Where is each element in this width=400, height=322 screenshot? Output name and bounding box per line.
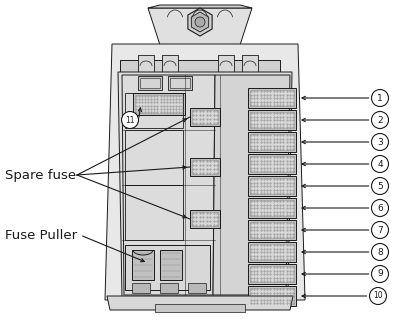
Bar (248, 264, 296, 284)
Bar (125, 185, 183, 240)
Bar (250, 222, 294, 238)
Polygon shape (148, 8, 252, 45)
Text: 1: 1 (377, 93, 383, 102)
Bar (248, 154, 296, 174)
Circle shape (372, 200, 388, 216)
Polygon shape (105, 44, 305, 300)
Circle shape (372, 222, 388, 239)
Bar (250, 266, 294, 282)
Bar (250, 134, 294, 150)
Bar (138, 55, 154, 72)
Bar (190, 108, 220, 126)
Circle shape (372, 134, 388, 150)
Bar (248, 286, 296, 306)
Circle shape (195, 17, 205, 27)
Bar (192, 212, 218, 226)
Text: 6: 6 (377, 204, 383, 213)
Text: 10: 10 (373, 291, 383, 300)
Bar (170, 78, 190, 88)
Bar (250, 90, 294, 106)
Text: 2: 2 (377, 116, 383, 125)
Bar (248, 198, 296, 218)
Bar (120, 60, 280, 72)
Bar (250, 244, 294, 260)
Polygon shape (188, 8, 212, 36)
Circle shape (122, 111, 138, 128)
Bar (162, 55, 178, 72)
Bar (132, 250, 154, 280)
Bar (160, 283, 178, 293)
Bar (155, 304, 245, 312)
Bar (125, 245, 210, 290)
Bar (133, 93, 185, 115)
Polygon shape (118, 72, 292, 298)
Bar (140, 78, 160, 88)
Circle shape (372, 111, 388, 128)
Bar (250, 288, 294, 304)
Bar (218, 55, 234, 72)
Bar (248, 132, 296, 152)
Text: 8: 8 (377, 248, 383, 257)
Text: 5: 5 (377, 182, 383, 191)
Bar (242, 55, 258, 72)
Bar (192, 160, 218, 174)
Bar (192, 110, 218, 124)
Polygon shape (191, 12, 209, 32)
Bar (135, 95, 183, 113)
Polygon shape (122, 75, 215, 295)
Bar (250, 200, 294, 216)
Bar (248, 220, 296, 240)
Text: 9: 9 (377, 270, 383, 279)
Circle shape (372, 90, 388, 107)
Bar (160, 250, 182, 280)
Text: 3: 3 (377, 137, 383, 147)
Polygon shape (213, 75, 290, 295)
Bar (138, 76, 162, 90)
Bar (168, 76, 192, 90)
Circle shape (372, 243, 388, 260)
Text: 11: 11 (125, 116, 135, 125)
Bar (190, 210, 220, 228)
Bar (248, 110, 296, 130)
Circle shape (372, 266, 388, 282)
Text: Spare fuse: Spare fuse (5, 168, 76, 182)
Polygon shape (148, 5, 252, 8)
Bar (250, 178, 294, 194)
Text: 7: 7 (377, 225, 383, 234)
Bar (248, 176, 296, 196)
Text: 4: 4 (377, 159, 383, 168)
Bar (250, 156, 294, 172)
Bar (250, 112, 294, 128)
Circle shape (372, 156, 388, 173)
Circle shape (370, 288, 386, 305)
Bar (190, 158, 220, 176)
Bar (125, 130, 183, 185)
Text: Fuse Puller: Fuse Puller (5, 229, 77, 242)
Circle shape (372, 177, 388, 194)
Bar (125, 93, 183, 128)
Bar (132, 283, 150, 293)
Bar (248, 88, 296, 108)
Polygon shape (107, 296, 293, 310)
Bar (248, 242, 296, 262)
Bar (188, 283, 206, 293)
